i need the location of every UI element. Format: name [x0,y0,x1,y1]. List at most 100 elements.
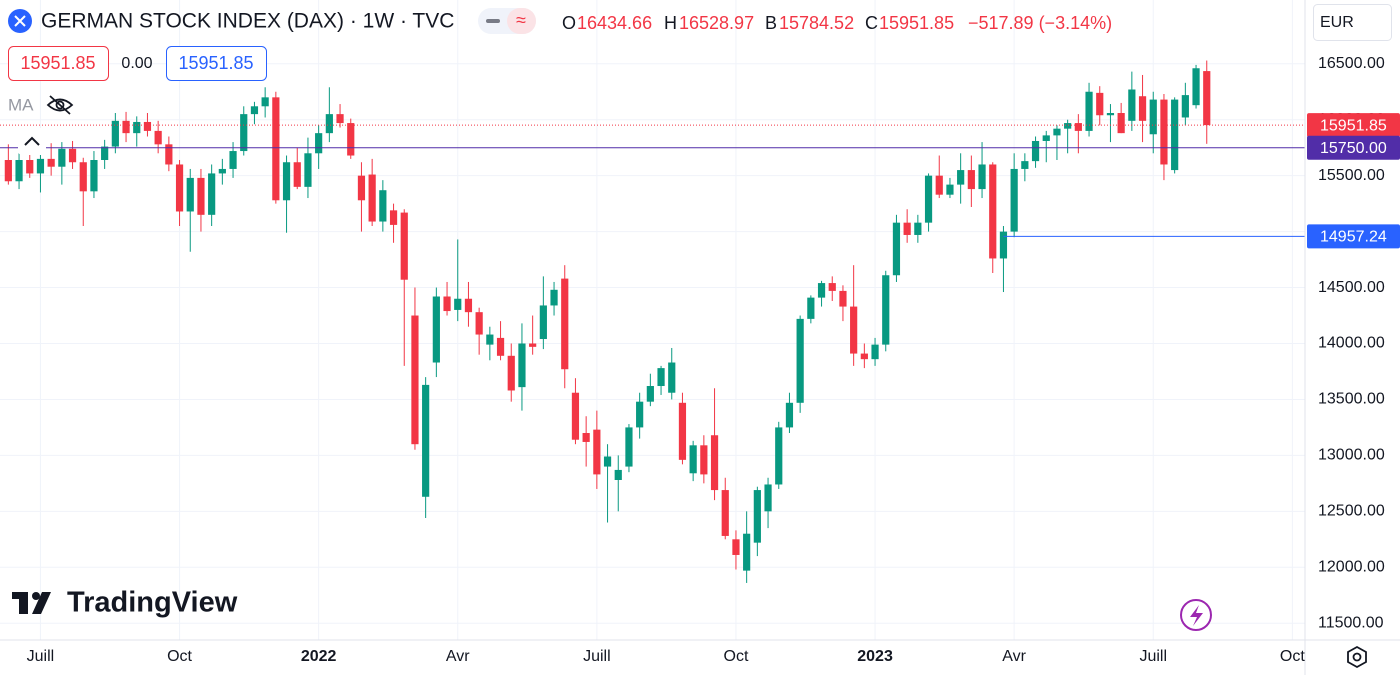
candle-body [58,148,66,167]
candle-body [1021,161,1029,169]
candle-body [1181,95,1189,118]
candle-body [400,212,408,280]
sell-button[interactable] [8,46,109,81]
candle-body [229,151,237,169]
candle-body [1149,99,1157,135]
candle-body [743,533,751,571]
candle-body [240,114,248,152]
candle-body [882,275,890,345]
ohlc-key: H [664,13,677,33]
symbol-icon-glyph [14,15,26,27]
y-tick-label: 13000.00 [1318,447,1385,464]
candle-body [357,175,366,201]
candle-body [785,402,794,428]
candle-body [1117,113,1125,134]
candle-body [336,114,344,124]
candle-body [710,435,719,491]
candle-body [529,343,537,347]
candle-body [293,162,301,187]
y-tick-label: 12500.00 [1318,503,1385,520]
price-label-box [1307,135,1400,160]
candle-body [90,160,98,192]
collapse-button[interactable] [18,128,46,155]
toggle-glyph [486,19,500,23]
price-label-box [1307,224,1400,249]
toggle-half [507,8,536,34]
candle-body [507,355,515,391]
candle-body [79,162,87,192]
candle-body [989,164,997,259]
candle-body [860,353,868,360]
candle-body [807,297,815,319]
candle-body [26,160,34,174]
candle-body [978,164,986,190]
price-label: 15951.85 [1320,117,1387,134]
candle-body [924,175,933,223]
candle-body [603,456,612,467]
candle-body [1106,113,1115,116]
candle-body [817,283,826,298]
x-tick-label: Avr [1002,648,1026,665]
x-tick-label: 2023 [857,648,893,665]
candle-body [304,153,312,187]
candle-body [689,445,697,474]
candle-body [197,177,205,215]
candle-body [432,296,440,363]
spread: 0.00 [121,55,152,72]
candle-body [850,306,858,354]
candle-body [1171,99,1179,171]
currency: EUR [1320,14,1354,31]
sell-price: 15951.85 [20,53,95,73]
settings-button[interactable] [1347,645,1367,669]
candle-body [518,343,526,388]
candle-body [101,146,109,160]
buy-button[interactable] [166,46,267,81]
change: −517.89 (−3.14%) [968,13,1112,33]
ohlc-key: C [865,13,878,33]
x-tick-label: Oct [1280,648,1305,665]
x-tick-label: Juill [583,648,611,665]
currency-button[interactable] [1313,4,1392,41]
candle-body [892,222,901,276]
candle-body [133,121,141,134]
candle-body [1203,71,1211,126]
hide-icon[interactable] [46,95,74,115]
y-tick-label: 14000.00 [1318,335,1385,352]
candle-body [625,427,633,467]
candle-body [175,164,184,212]
candle-body [47,158,55,167]
candle-body [839,290,847,307]
candle-body [1010,168,1018,232]
price-label: 15750.00 [1320,140,1387,157]
ohlc-key: B [765,13,777,33]
collapse-glyph [24,136,40,146]
candle-body [315,133,323,154]
axes: 11500.00 12000.00 12500.00 13000.00 13500.00… [27,55,1400,665]
price-label: 14957.24 [1320,229,1387,246]
y-tick-label: 11500.00 [1318,614,1384,631]
y-tick-label: 12000.00 [1318,558,1385,575]
candle-body [753,490,761,543]
candle-body [218,168,226,174]
candle-body [935,175,943,195]
candle-body [775,427,783,485]
candle-body [1128,89,1136,121]
x-tick-label: Avr [446,648,470,665]
candle-body [678,402,687,460]
candle-body [999,231,1008,259]
candle-body [550,289,558,306]
candle-body [272,97,280,201]
candle-body [636,401,644,428]
candle-body [379,190,387,222]
y-tick-label: 15500.00 [1318,167,1385,184]
candle-body [1042,135,1050,141]
candle-body [1085,91,1093,131]
x-tick-label: Oct [167,648,192,665]
candle-body [261,97,269,107]
candle-body [561,278,569,370]
candle-body [1192,68,1200,106]
candle-body [1064,123,1072,129]
candle-body [454,298,462,310]
candle-body [186,177,194,212]
candle-body [582,433,590,442]
